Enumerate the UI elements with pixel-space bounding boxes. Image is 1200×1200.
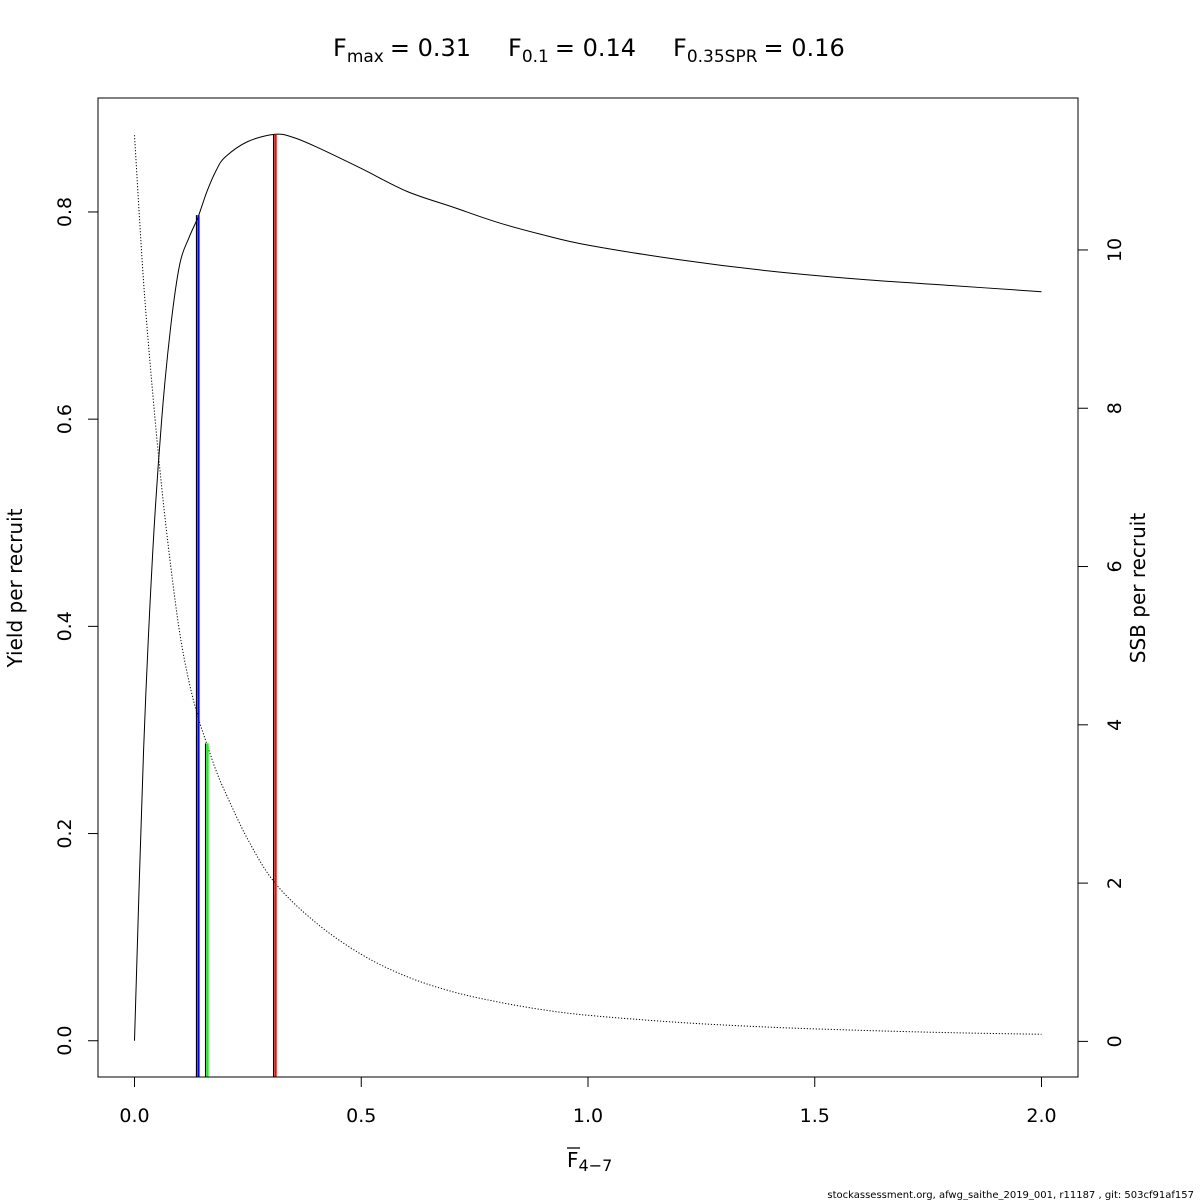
x-tick-label: 0.0 xyxy=(119,1105,149,1127)
title-f01: F0.1 = 0.14 xyxy=(508,34,636,67)
x-axis: 0.0 0.5 1.0 1.5 2.0 xyxy=(119,1076,1057,1127)
title-f035spr: F0.35SPR = 0.16 xyxy=(673,34,845,67)
svg-text:F4−7: F4−7 xyxy=(567,1148,612,1175)
y-axis-right: 0 2 4 6 8 10 xyxy=(1077,238,1126,1047)
y-right-tick-label: 6 xyxy=(1104,560,1126,572)
y-left-tick-label: 0.8 xyxy=(54,197,76,227)
x-tick-label: 2.0 xyxy=(1026,1105,1056,1127)
refline-fmax xyxy=(272,134,277,1077)
y-left-tick-label: 0.4 xyxy=(54,611,76,641)
y-right-tick-label: 2 xyxy=(1104,877,1126,889)
footer-note: stockassessment.org, afwg_saithe_2019_00… xyxy=(827,1190,1194,1200)
x-tick-label: 0.5 xyxy=(346,1105,376,1127)
x-tick-label: 1.5 xyxy=(800,1105,830,1127)
x-tick-label: 1.0 xyxy=(573,1105,603,1127)
x-axis-title: F4−7 xyxy=(567,1147,612,1175)
refline-f01 xyxy=(195,215,200,1077)
y-right-tick-label: 0 xyxy=(1104,1035,1126,1047)
y-right-tick-label: 4 xyxy=(1104,719,1126,731)
y-right-tick-label: 8 xyxy=(1104,402,1126,414)
title-fmax: Fmax = 0.31 xyxy=(333,34,471,67)
ssb-per-recruit-line xyxy=(134,135,1042,1035)
y-right-tick-label: 10 xyxy=(1104,238,1126,262)
y-left-tick-label: 0.0 xyxy=(54,1026,76,1056)
y-axis-left-title: Yield per recruit xyxy=(3,508,27,668)
y-left-tick-label: 0.2 xyxy=(54,818,76,848)
reference-lines xyxy=(195,134,277,1077)
chart-title: Fmax = 0.31 F0.1 = 0.14 F0.35SPR = 0.16 xyxy=(333,34,845,67)
yield-per-recruit-line xyxy=(134,133,1042,1041)
y-axis-left: 0.0 0.2 0.4 0.6 0.8 xyxy=(54,197,99,1056)
series-layer xyxy=(134,133,1042,1041)
y-axis-right-title: SSB per recruit xyxy=(1126,513,1150,664)
refline-f035spr xyxy=(204,743,209,1077)
y-left-tick-label: 0.6 xyxy=(54,404,76,434)
